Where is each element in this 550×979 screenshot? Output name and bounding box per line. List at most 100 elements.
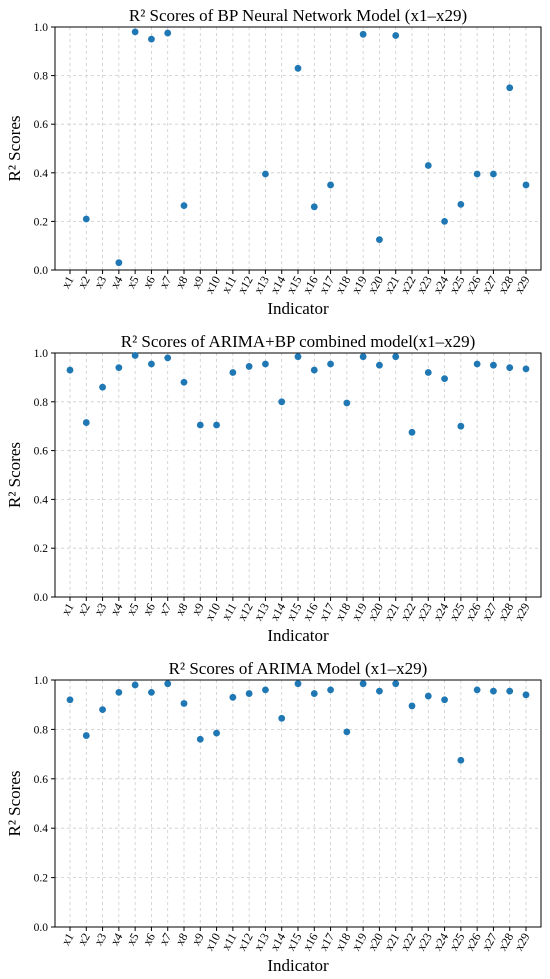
x-tick-label: x8 [172, 274, 190, 291]
chart-1: R² Scores of BP Neural Network Model (x1… [5, 6, 542, 318]
x-tick-label: x1 [58, 931, 76, 948]
data-point-x19 [359, 353, 367, 361]
data-point-x25 [457, 756, 465, 764]
data-point-x29 [522, 365, 530, 373]
data-point-x28 [506, 364, 514, 372]
data-point-x1 [66, 366, 74, 374]
x-tick-label: x2 [75, 274, 93, 291]
x-tick-label: x3 [91, 601, 109, 618]
x-tick-label: x2 [75, 601, 93, 618]
x-tick-label: x1 [58, 601, 76, 618]
y-tick-label: 0.6 [34, 446, 49, 458]
x-tick-label: x4 [107, 274, 125, 291]
x-tick-label: x6 [140, 601, 158, 618]
data-point-x27 [490, 170, 497, 178]
data-point-x7 [164, 680, 172, 688]
data-point-x2 [82, 419, 90, 426]
data-point-x26 [473, 170, 481, 178]
y-tick-label: 0.2 [34, 216, 49, 228]
y-tick-label: 0.8 [34, 71, 49, 83]
data-point-x5 [131, 352, 139, 359]
data-point-x15 [294, 680, 302, 688]
data-point-x27 [490, 687, 497, 695]
data-point-x28 [506, 687, 514, 695]
data-point-x24 [441, 696, 448, 704]
data-point-x14 [278, 714, 286, 722]
x-tick-label: x7 [156, 601, 174, 618]
data-point-x3 [99, 706, 106, 714]
data-point-x10 [213, 729, 220, 737]
x-tick-label: x4 [107, 931, 125, 948]
data-point-x5 [131, 681, 139, 689]
data-point-x17 [327, 360, 334, 368]
y-tick-label: 0.6 [34, 774, 49, 786]
y-tick-label: 0.0 [34, 592, 49, 604]
data-point-x8 [180, 378, 188, 386]
x-tick-label: x7 [156, 274, 174, 291]
x-axis-label: Indicator [267, 299, 329, 318]
x-tick-label: x4 [107, 601, 125, 618]
chart-3: R² Scores of ARIMA Model (x1–x29) 0.0 0.2 0… [5, 659, 542, 975]
data-point-x4 [115, 688, 123, 696]
data-point-x24 [441, 375, 448, 383]
data-point-x27 [490, 361, 497, 369]
data-point-x9 [196, 735, 204, 743]
x-tick-label: x29 [511, 274, 532, 297]
x-axis-label: Indicator [267, 956, 329, 975]
data-point-x23 [424, 162, 432, 169]
y-tick-label: 0.4 [34, 168, 49, 180]
chart-title: R² Scores of ARIMA Model (x1–x29) [169, 659, 428, 678]
data-point-x17 [327, 686, 334, 694]
data-point-x20 [376, 687, 383, 695]
y-axis-label: R² Scores [5, 115, 24, 181]
x-tick-label: x29 [511, 601, 532, 624]
data-point-x18 [343, 399, 351, 407]
data-point-x11 [229, 693, 237, 701]
y-tick-label: 1.0 [34, 675, 49, 687]
x-tick-label: x5 [124, 931, 142, 948]
x-tick-label: x7 [156, 931, 174, 948]
data-point-x18 [343, 728, 351, 736]
data-point-x4 [115, 364, 123, 372]
data-point-x16 [310, 366, 318, 374]
data-point-x11 [229, 369, 237, 376]
data-point-x20 [376, 361, 383, 369]
data-point-x2 [82, 215, 90, 223]
data-point-x5 [131, 28, 139, 36]
data-point-x16 [310, 690, 318, 697]
data-point-x23 [424, 692, 432, 700]
data-point-x15 [294, 64, 302, 72]
data-point-x14 [278, 398, 286, 406]
data-point-x13 [262, 360, 269, 368]
plot-frame [54, 679, 542, 928]
data-point-x15 [294, 353, 302, 361]
data-point-x7 [164, 354, 172, 362]
x-tick-label: x5 [124, 601, 142, 618]
y-tick-label: 0.8 [34, 724, 49, 736]
y-axis-label: R² Scores [5, 770, 24, 836]
y-tick-label: 0.2 [34, 543, 49, 555]
x-axis-label: Indicator [267, 626, 329, 645]
chart-title: R² Scores of ARIMA+BP combined model(x1–… [121, 332, 476, 351]
x-tick-label: x6 [140, 274, 158, 291]
data-point-x24 [441, 218, 448, 225]
data-point-x8 [180, 700, 188, 707]
y-tick-label: 0.4 [34, 494, 49, 506]
x-tick-label: x6 [140, 931, 158, 948]
data-point-x19 [359, 680, 367, 688]
data-point-x26 [473, 686, 481, 694]
data-point-x10 [213, 421, 220, 429]
y-tick-label: 0.2 [34, 873, 49, 885]
data-point-x2 [82, 732, 90, 739]
x-tick-label: x8 [172, 931, 190, 948]
data-point-x26 [473, 360, 481, 368]
data-point-x13 [262, 686, 269, 694]
data-point-x12 [245, 690, 253, 697]
x-tick-label: x8 [172, 601, 190, 618]
plot-frame [54, 26, 542, 271]
data-point-x21 [392, 32, 400, 39]
data-point-x21 [392, 353, 400, 361]
data-point-x29 [522, 691, 530, 699]
data-point-x6 [148, 35, 155, 43]
